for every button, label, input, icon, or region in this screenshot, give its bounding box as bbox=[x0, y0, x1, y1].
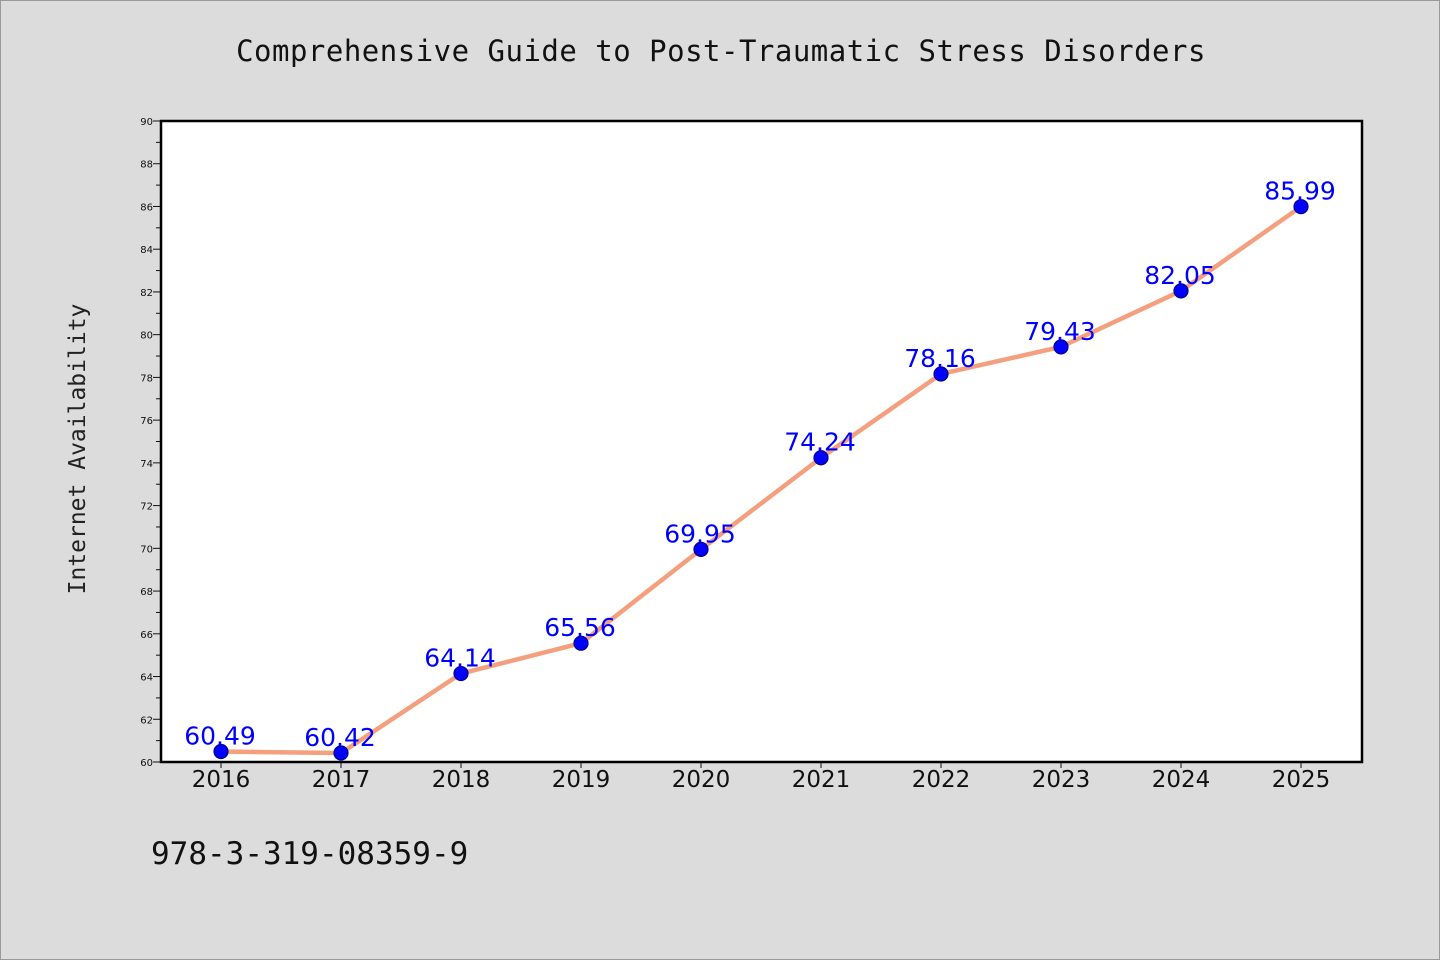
y-tick-label: 86 bbox=[140, 202, 153, 213]
data-point-2016 bbox=[213, 743, 229, 760]
chart-title: Comprehensive Guide to Post-Traumatic St… bbox=[236, 34, 1206, 68]
plot-area bbox=[161, 121, 1362, 762]
data-point-2020 bbox=[693, 541, 709, 558]
y-tick-label: 78 bbox=[140, 373, 153, 384]
y-tick-label: 68 bbox=[140, 587, 153, 598]
x-tick-label: 2020 bbox=[672, 767, 731, 793]
y-tick-label: 62 bbox=[140, 715, 153, 726]
y-tick-label: 88 bbox=[140, 160, 153, 171]
data-label-2022: 78.16 bbox=[904, 344, 976, 373]
y-tick-label: 70 bbox=[140, 544, 153, 555]
data-label-2021: 74.24 bbox=[784, 428, 856, 457]
y-tick-label: 72 bbox=[140, 502, 153, 513]
data-label-2023: 79.43 bbox=[1024, 317, 1096, 346]
data-label-2018: 64.14 bbox=[424, 644, 496, 673]
x-tick-label: 2022 bbox=[912, 767, 971, 793]
y-tick-label: 80 bbox=[140, 331, 153, 342]
data-label-2019: 65.56 bbox=[544, 613, 616, 642]
y-tick-label: 84 bbox=[140, 245, 153, 256]
y-tick-label: 64 bbox=[140, 673, 153, 684]
data-point-2018 bbox=[453, 665, 469, 682]
y-tick-label: 90 bbox=[140, 117, 153, 128]
y-tick-label: 60 bbox=[140, 758, 153, 769]
data-label-2020: 69.95 bbox=[664, 519, 736, 548]
y-tick-label: 82 bbox=[140, 288, 153, 299]
data-point-2024 bbox=[1173, 283, 1189, 299]
plot-frame bbox=[159, 119, 1364, 764]
data-point-2023 bbox=[1053, 339, 1069, 355]
data-point-2019 bbox=[573, 635, 589, 651]
x-tick-label: 2025 bbox=[1272, 767, 1331, 793]
footer-isbn: 978-3-319-08359-9 bbox=[151, 836, 469, 872]
x-tick-label: 2018 bbox=[432, 767, 491, 793]
data-point-2025 bbox=[1293, 199, 1309, 215]
x-tick-label: 2017 bbox=[312, 767, 371, 793]
data-point-2021 bbox=[813, 450, 829, 466]
data-label-2024: 82.05 bbox=[1144, 261, 1216, 290]
data-label-2016: 60.49 bbox=[184, 722, 256, 751]
y-tick-label: 76 bbox=[140, 416, 153, 427]
x-tick-label: 2019 bbox=[552, 767, 611, 793]
x-tick-label: 2024 bbox=[1152, 767, 1211, 793]
y-tick-label: 66 bbox=[140, 630, 153, 641]
x-tick-label: 2023 bbox=[1032, 767, 1091, 793]
y-tick-label: 74 bbox=[140, 459, 153, 470]
series-line bbox=[218, 204, 1304, 756]
data-point-2017 bbox=[333, 745, 349, 761]
data-label-2017: 60.42 bbox=[304, 723, 376, 752]
x-tick-label: 2016 bbox=[192, 767, 251, 793]
data-point-2022 bbox=[933, 366, 949, 382]
data-label-2025: 85.99 bbox=[1264, 177, 1336, 206]
x-tick-label: 2021 bbox=[792, 767, 851, 793]
